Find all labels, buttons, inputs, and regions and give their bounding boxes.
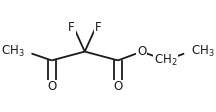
Text: CH$_3$: CH$_3$ (1, 44, 25, 59)
Text: CH$_3$: CH$_3$ (191, 44, 214, 59)
Text: O: O (113, 80, 122, 94)
Text: CH$_2$: CH$_2$ (154, 53, 178, 68)
Text: O: O (137, 45, 146, 58)
Text: F: F (68, 21, 75, 34)
Text: O: O (47, 80, 56, 94)
Text: F: F (95, 21, 102, 34)
